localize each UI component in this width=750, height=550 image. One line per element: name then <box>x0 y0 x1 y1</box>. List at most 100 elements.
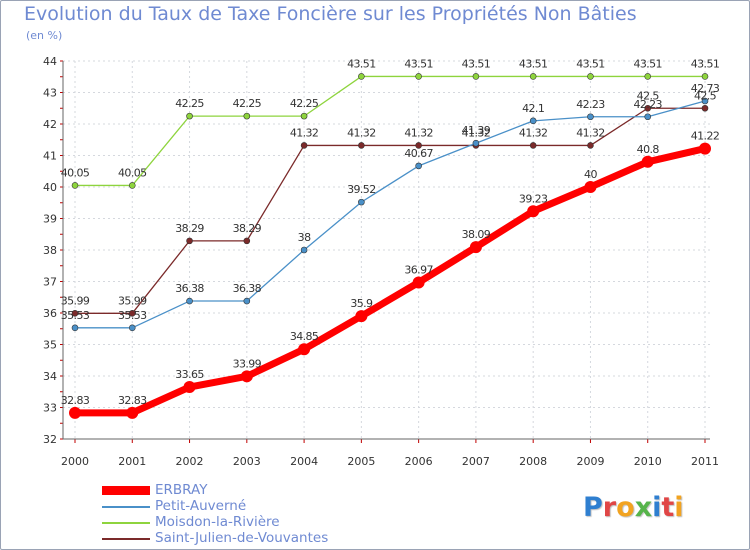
legend-label: ERBRAY <box>155 482 208 498</box>
data-label: 38 <box>298 231 311 244</box>
data-label: 38.29 <box>175 222 204 235</box>
data-point <box>644 73 652 80</box>
data-label: 41.32 <box>404 126 433 139</box>
data-point <box>412 276 425 289</box>
data-point <box>243 297 251 305</box>
data-label: 42.5 <box>694 89 717 102</box>
data-label: 43.51 <box>691 57 720 70</box>
data-point <box>472 73 480 80</box>
x-tick-label: 2007 <box>462 455 490 468</box>
data-point <box>240 370 253 383</box>
legend-item-petit-auverne: Petit-Auverné <box>102 498 402 516</box>
y-tick-label: 43 <box>43 87 57 100</box>
chart-title: Evolution du Taux de Taxe Foncière sur l… <box>24 3 637 25</box>
x-tick-label: 2010 <box>634 455 662 468</box>
data-label: 43.51 <box>404 57 433 70</box>
data-label: 35.9 <box>350 297 373 310</box>
proxiti-logo: Proxiti <box>583 492 684 523</box>
data-label: 40.05 <box>61 166 90 179</box>
data-label: 40.8 <box>637 143 660 156</box>
data-label: 33.99 <box>233 357 262 370</box>
data-label: 42.23 <box>576 98 605 111</box>
data-label: 42.73 <box>691 82 720 95</box>
data-label: 41.32 <box>462 126 491 139</box>
data-point <box>300 112 308 120</box>
data-point <box>298 343 311 356</box>
data-point <box>644 104 652 112</box>
data-point <box>71 182 79 189</box>
legend-swatch-erbray <box>102 486 150 495</box>
x-tick-label: 2002 <box>176 455 204 468</box>
data-label: 34.85 <box>290 330 319 343</box>
data-point <box>701 73 709 80</box>
data-label: 38.09 <box>462 228 491 241</box>
logo-letter: P <box>583 492 603 523</box>
data-point <box>186 297 193 305</box>
data-label: 42.25 <box>233 97 262 110</box>
plot-area <box>63 61 710 439</box>
chart-unit: (en %) <box>26 29 63 42</box>
legend-label: Petit-Auverné <box>155 498 247 514</box>
data-label: 41.32 <box>290 126 319 139</box>
x-tick-label: 2003 <box>233 455 261 468</box>
logo-letter: x <box>634 492 653 523</box>
logo-letter: r <box>602 492 617 523</box>
data-point <box>71 310 79 317</box>
data-point <box>128 182 136 189</box>
y-tick-label: 42 <box>43 118 57 131</box>
data-point <box>415 162 422 170</box>
data-point <box>699 142 711 155</box>
y-tick-label: 32 <box>43 433 57 446</box>
data-label: 43.51 <box>519 57 548 70</box>
data-point <box>587 142 594 149</box>
legend-label: Moisdon-la-Rivière <box>155 514 280 530</box>
data-label: 32.83 <box>118 394 147 407</box>
data-label: 43.51 <box>462 57 491 70</box>
y-tick-label: 44 <box>43 55 57 68</box>
x-tick-label: 2011 <box>691 455 719 468</box>
data-label: 42.1 <box>522 102 544 115</box>
y-tick-label: 38 <box>43 244 57 257</box>
x-tick-label: 2009 <box>576 455 604 468</box>
data-label: 40 <box>584 168 597 181</box>
data-point <box>472 139 480 147</box>
data-label: 35.53 <box>118 309 147 322</box>
data-point <box>584 181 597 193</box>
data-point <box>243 237 251 245</box>
legend-item-erbray: ERBRAY <box>102 482 402 500</box>
data-label: 38.29 <box>233 222 262 235</box>
legend-swatch-moisdon <box>102 522 150 524</box>
data-point <box>644 113 652 121</box>
data-point <box>587 73 594 80</box>
legend-item-saint-julien: Saint-Julien-de-Vouvantes <box>102 530 402 548</box>
data-point <box>529 73 537 80</box>
data-label: 42.25 <box>290 97 319 110</box>
data-point <box>701 104 709 112</box>
data-point <box>243 112 251 120</box>
legend-item-moisdon: Moisdon-la-Rivière <box>102 514 402 532</box>
data-label: 42.5 <box>637 89 660 102</box>
data-label: 35.99 <box>118 294 147 307</box>
data-point <box>300 246 308 254</box>
y-tick-label: 36 <box>43 307 57 320</box>
data-point <box>469 241 482 254</box>
data-label: 39.52 <box>347 183 376 196</box>
data-point <box>128 310 136 317</box>
series-line-1 <box>74 100 706 329</box>
data-label: 41.39 <box>462 124 491 137</box>
logo-letter: i <box>674 492 684 523</box>
x-tick-label: 2001 <box>118 455 146 468</box>
data-point <box>186 112 193 120</box>
data-label: 40.67 <box>404 147 433 160</box>
x-tick-label: 2005 <box>347 455 375 468</box>
logo-letter: o <box>616 492 635 523</box>
data-label: 41.32 <box>519 126 548 139</box>
series-line-3 <box>74 107 706 314</box>
y-tick-label: 37 <box>43 276 57 289</box>
data-point <box>128 324 136 332</box>
y-tick-label: 35 <box>43 339 57 352</box>
data-label: 39.23 <box>519 192 548 205</box>
series-line-2 <box>74 75 706 187</box>
data-label: 41.32 <box>576 126 605 139</box>
data-point <box>300 142 308 149</box>
